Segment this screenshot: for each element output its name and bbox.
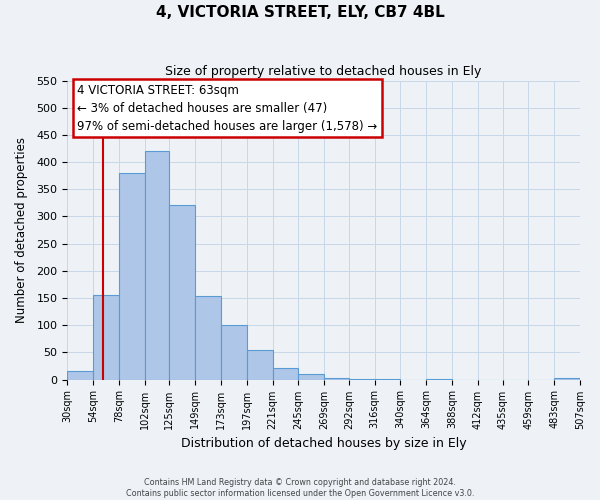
Bar	[272, 368, 298, 380]
Bar	[349, 379, 374, 380]
Bar	[119, 173, 145, 380]
Bar	[298, 374, 324, 380]
Title: Size of property relative to detached houses in Ely: Size of property relative to detached ho…	[166, 65, 482, 78]
Text: Contains HM Land Registry data © Crown copyright and database right 2024.
Contai: Contains HM Land Registry data © Crown c…	[126, 478, 474, 498]
Bar	[426, 379, 452, 380]
Bar	[374, 379, 400, 380]
Bar	[93, 296, 119, 380]
Bar	[67, 372, 93, 380]
Bar	[169, 204, 195, 380]
Y-axis label: Number of detached properties: Number of detached properties	[15, 137, 28, 323]
Bar	[195, 296, 221, 380]
X-axis label: Distribution of detached houses by size in Ely: Distribution of detached houses by size …	[181, 437, 466, 450]
Text: 4, VICTORIA STREET, ELY, CB7 4BL: 4, VICTORIA STREET, ELY, CB7 4BL	[155, 5, 445, 20]
Bar	[145, 151, 169, 380]
Bar	[247, 350, 272, 380]
Bar	[324, 378, 349, 380]
Bar	[554, 378, 580, 380]
Bar	[221, 325, 247, 380]
Text: 4 VICTORIA STREET: 63sqm
← 3% of detached houses are smaller (47)
97% of semi-de: 4 VICTORIA STREET: 63sqm ← 3% of detache…	[77, 84, 377, 132]
